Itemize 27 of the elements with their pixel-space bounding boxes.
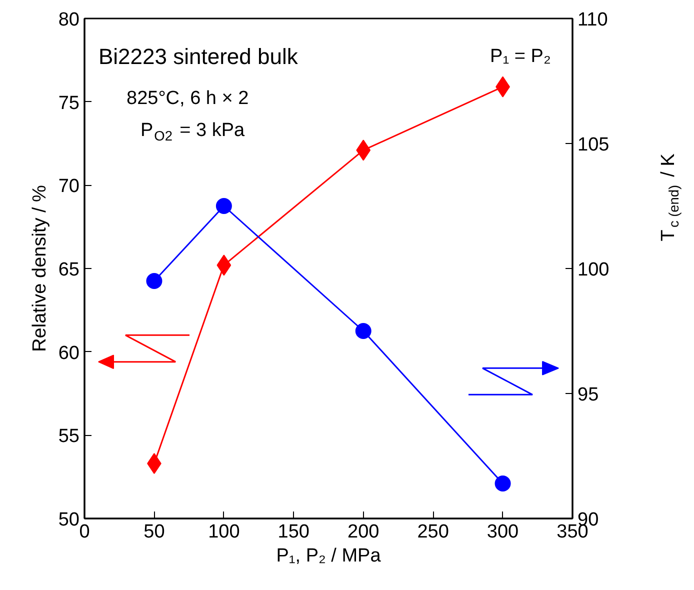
x-tick-label: 0 — [79, 522, 90, 542]
y2-tick-label: 110 — [578, 10, 608, 30]
x-axis-title: P₁, P₂ / MPa — [276, 546, 382, 566]
y2-axis-title: Tc (end) / K — [658, 153, 682, 242]
y2-tick-label: 95 — [578, 384, 599, 406]
y-axis-title: Relative density / % — [29, 184, 50, 352]
x-tick-label: 50 — [144, 522, 165, 542]
annotation: P₁ = P₂ — [490, 46, 551, 67]
y2-tick-label: 105 — [578, 134, 610, 156]
x-tick-label: 250 — [417, 522, 449, 542]
y2-tick-label: 100 — [578, 260, 610, 280]
y-tick-label: 55 — [58, 426, 80, 448]
y-tick-label: 75 — [58, 92, 80, 114]
y-tick-label: 65 — [58, 260, 80, 280]
annotation: 825°C, 6 h × 2 — [126, 88, 249, 109]
point — [216, 198, 232, 214]
y-tick-label: 60 — [58, 342, 80, 364]
x-tick-label: 100 — [208, 522, 240, 542]
point — [146, 273, 162, 289]
annotation: Bi2223 sintered bulk — [98, 44, 299, 69]
y-tick-label: 70 — [58, 176, 80, 198]
x-tick-label: 200 — [348, 522, 380, 542]
y-tick-label: 80 — [58, 10, 80, 30]
point — [494, 476, 511, 492]
point — [355, 323, 372, 339]
x-tick-label: 300 — [486, 522, 519, 542]
x-tick-label: 150 — [278, 522, 310, 542]
